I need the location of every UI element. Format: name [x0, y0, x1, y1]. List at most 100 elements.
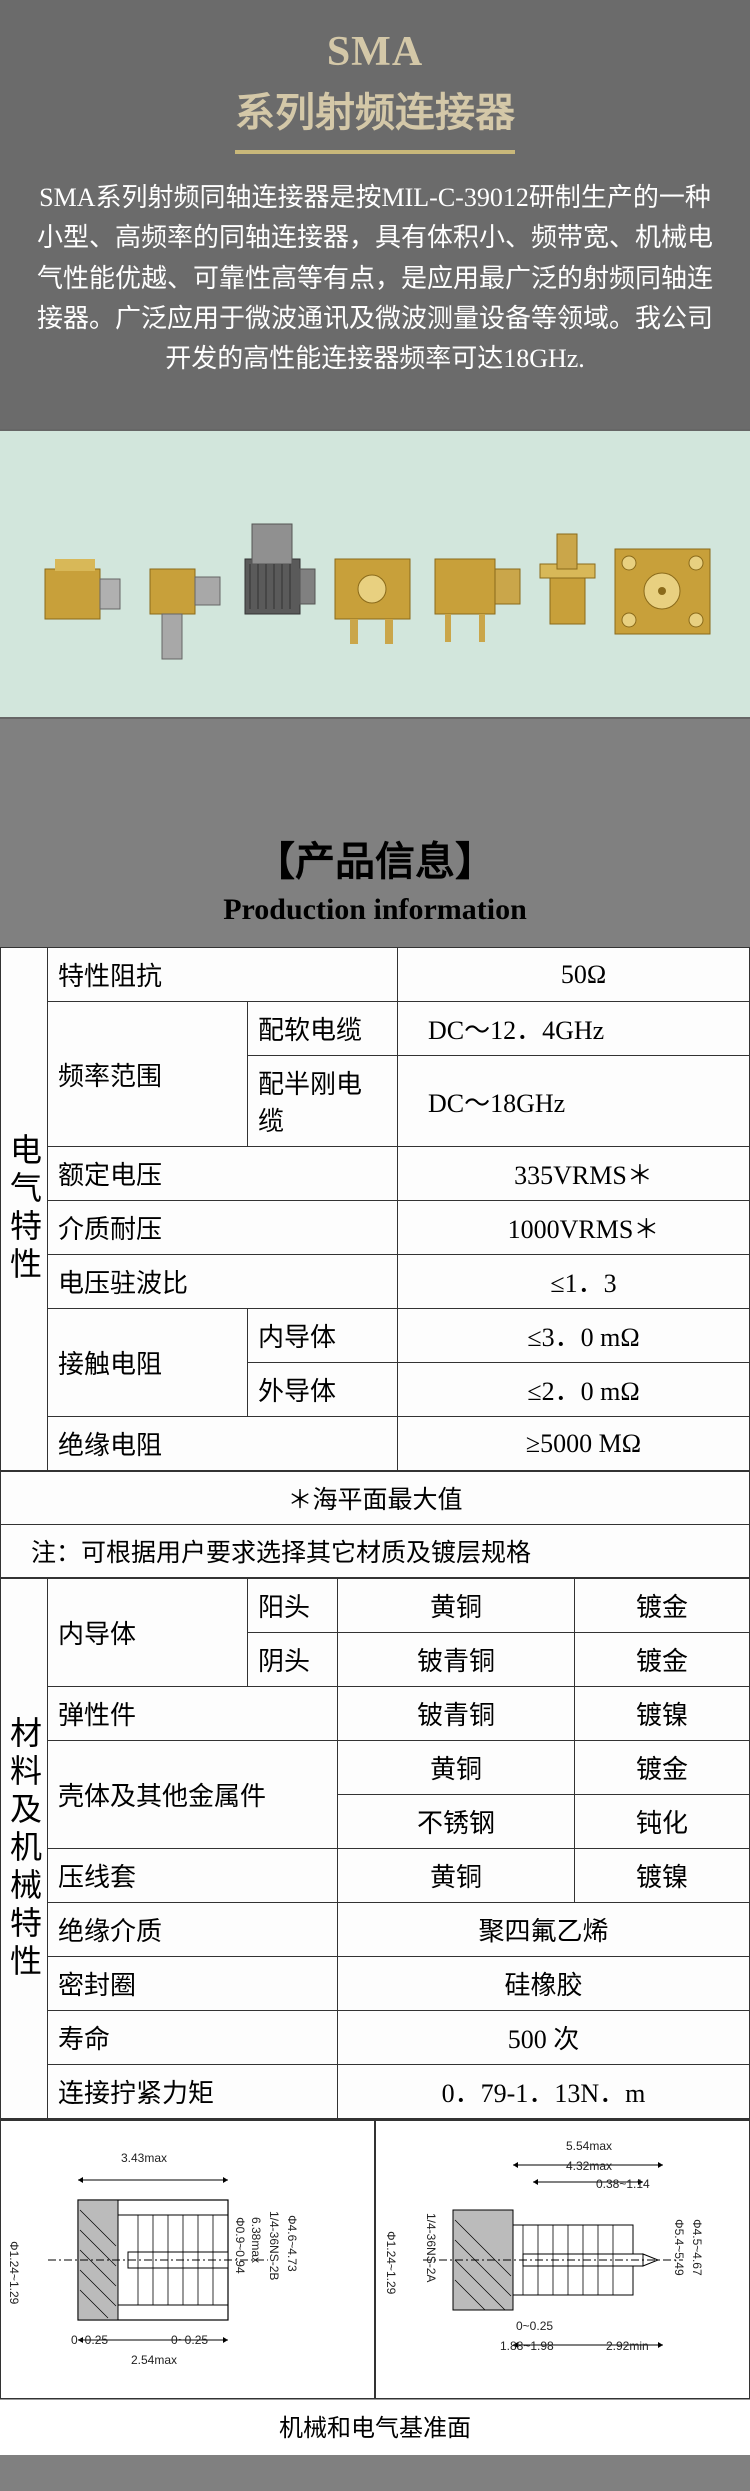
dim: Φ1.24~1.29	[7, 2241, 21, 2304]
title-sub: 系列射频连接器	[20, 80, 730, 138]
dim: Φ1.24~1.29	[384, 2231, 398, 2294]
cell: 内导体	[48, 1579, 248, 1687]
cell: 绝缘电阻	[48, 1417, 398, 1471]
dim: 5.54max	[566, 2139, 612, 2153]
electrical-table: 电气特性 特性阻抗 50Ω 频率范围 配软电缆 DC～12．4GHz 配半刚电缆…	[0, 947, 750, 1471]
cell: 镀金	[575, 1579, 750, 1633]
cell: 0．79-1．13N．m	[338, 2065, 750, 2119]
cell: 镀金	[575, 1741, 750, 1795]
cell: 镀金	[575, 1633, 750, 1687]
title-main: SMA	[20, 28, 730, 76]
cell: 铍青铜	[338, 1633, 575, 1687]
table-row: 寿命 500 次	[1, 2011, 750, 2065]
note-block: ＊海平面最大值 注：可根据用户要求选择其它材质及镀层规格	[0, 1471, 750, 1578]
dim: Φ4.6~4.73	[285, 2215, 299, 2272]
intro-text: SMA系列射频同轴连接器是按MIL-C-39012研制生产的一种小型、高频率的同…	[20, 178, 730, 409]
table-row: 压线套 黄铜 镀镍	[1, 1849, 750, 1903]
cell: 外导体	[248, 1363, 398, 1417]
header: SMA 系列射频连接器 SMA系列射频同轴连接器是按MIL-C-39012研制生…	[0, 0, 750, 429]
cell: 配半刚电缆	[248, 1056, 398, 1147]
dim: 6.38max	[249, 2217, 263, 2263]
table-row: 额定电压 335VRMS＊	[1, 1147, 750, 1201]
cell: 连接拧紧力矩	[48, 2065, 338, 2119]
technical-drawings: 3.43max Φ1.24~1.29 Φ0.9~0.94 6.38max 1/4…	[0, 2119, 750, 2399]
drawing-right: 5.54max 4.32max 0.38~1.14 Φ1.24~1.29 1/4…	[375, 2120, 750, 2399]
dim: Φ5.4~5.49	[672, 2219, 686, 2276]
cell: 阳头	[248, 1579, 338, 1633]
title-underline	[235, 150, 515, 154]
product-image	[0, 429, 750, 719]
dim: Φ0.9~0.94	[233, 2217, 247, 2274]
cell: 密封圈	[48, 1957, 338, 2011]
note-line1: ＊海平面最大值	[1, 1472, 750, 1525]
cell: 电压驻波比	[48, 1255, 398, 1309]
cell: ≤3．0 mΩ	[398, 1309, 750, 1363]
cell: ≥5000 MΩ	[398, 1417, 750, 1471]
cell: DC～12．4GHz	[398, 1002, 750, 1056]
dim: 0.38~1.14	[596, 2177, 650, 2191]
cell: ≤1．3	[398, 1255, 750, 1309]
table-row: 电压驻波比 ≤1．3	[1, 1255, 750, 1309]
cell: 黄铜	[338, 1741, 575, 1795]
dim: 2.92min	[606, 2339, 649, 2353]
note-row: 注：可根据用户要求选择其它材质及镀层规格	[1, 1525, 750, 1578]
table-row: 壳体及其他金属件 黄铜 镀金	[1, 1741, 750, 1795]
dim: 4.32max	[566, 2159, 612, 2173]
diagram-caption: 机械和电气基准面	[0, 2399, 750, 2455]
cell: 阴头	[248, 1633, 338, 1687]
cell: 特性阻抗	[48, 948, 398, 1002]
table-row: 绝缘电阻 ≥5000 MΩ	[1, 1417, 750, 1471]
section-title-zh: 【产品信息】	[0, 829, 750, 887]
cell: 1000VRMS＊	[398, 1201, 750, 1255]
dim: 0~0.25	[516, 2319, 553, 2333]
dim: 0~0.25	[171, 2333, 208, 2347]
table-row: 连接拧紧力矩 0．79-1．13N．m	[1, 2065, 750, 2119]
cell: 配软电缆	[248, 1002, 398, 1056]
dim: 0~0.25	[71, 2333, 108, 2347]
cell: 内导体	[248, 1309, 398, 1363]
table-row: 密封圈 硅橡胶	[1, 1957, 750, 2011]
connectors-illustration	[15, 459, 735, 689]
cell: 铍青铜	[338, 1687, 575, 1741]
cell: 镀镍	[575, 1849, 750, 1903]
table-row: 接触电阻 内导体 ≤3．0 mΩ	[1, 1309, 750, 1363]
cell: 接触电阻	[48, 1309, 248, 1417]
cell: 不锈钢	[338, 1795, 575, 1849]
cell: DC～18GHz	[398, 1056, 750, 1147]
cell: 绝缘介质	[48, 1903, 338, 1957]
dim: 1.88~1.98	[500, 2339, 554, 2353]
table-row: 介质耐压 1000VRMS＊	[1, 1201, 750, 1255]
cell: 寿命	[48, 2011, 338, 2065]
cell: 500 次	[338, 2011, 750, 2065]
table-row: 电气特性 特性阻抗 50Ω	[1, 948, 750, 1002]
dim: 1/4-36NS-2B	[267, 2211, 281, 2280]
section-title: 【产品信息】 Production information	[0, 809, 750, 947]
table-row: 绝缘介质 聚四氟乙烯	[1, 1903, 750, 1957]
cell: 黄铜	[338, 1579, 575, 1633]
drawing-left: 3.43max Φ1.24~1.29 Φ0.9~0.94 6.38max 1/4…	[0, 2120, 375, 2399]
note-row: ＊海平面最大值	[1, 1472, 750, 1525]
cell: 镀镍	[575, 1687, 750, 1741]
cell: 压线套	[48, 1849, 338, 1903]
cell: 聚四氟乙烯	[338, 1903, 750, 1957]
table-row: 材料及机械特性 内导体 阳头 黄铜 镀金	[1, 1579, 750, 1633]
cell: 额定电压	[48, 1147, 398, 1201]
cell: 介质耐压	[48, 1201, 398, 1255]
material-table: 材料及机械特性 内导体 阳头 黄铜 镀金 阴头 铍青铜 镀金 弹性件 铍青铜 镀…	[0, 1578, 750, 2119]
cell: 硅橡胶	[338, 1957, 750, 2011]
section-title-en: Production information	[0, 893, 750, 927]
note-line2: 注：可根据用户要求选择其它材质及镀层规格	[1, 1525, 750, 1578]
material-label: 材料及机械特性	[1, 1579, 48, 2119]
cell: 335VRMS＊	[398, 1147, 750, 1201]
dim: Φ4.5~4.67	[690, 2219, 704, 2276]
dim: 1/4-36NS-2A	[424, 2213, 438, 2282]
spacer	[0, 719, 750, 809]
cell: 频率范围	[48, 1002, 248, 1147]
electrical-label: 电气特性	[1, 948, 48, 1471]
cell: 黄铜	[338, 1849, 575, 1903]
table-row: 频率范围 配软电缆 DC～12．4GHz	[1, 1002, 750, 1056]
dim: 2.54max	[131, 2353, 177, 2367]
cell: 壳体及其他金属件	[48, 1741, 338, 1849]
cell: 50Ω	[398, 948, 750, 1002]
cell: ≤2．0 mΩ	[398, 1363, 750, 1417]
